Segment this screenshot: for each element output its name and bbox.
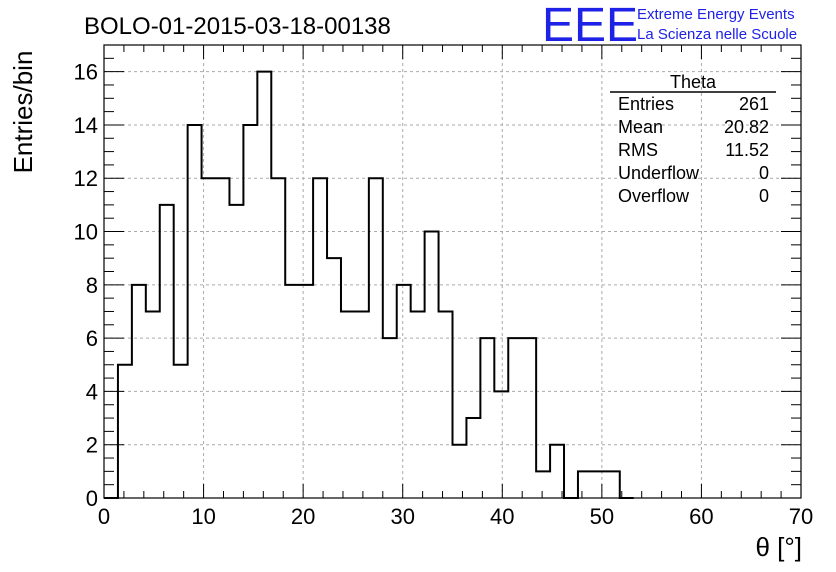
x-tick-labels: 0 10 20 30 40 50 60 70 [98, 504, 813, 529]
stats-label: Overflow [618, 186, 690, 206]
histogram-bin [425, 232, 439, 498]
histogram-bin [480, 338, 494, 498]
histogram-bin [132, 285, 146, 498]
y-tick-labels: 0 2 4 6 8 10 12 14 16 [74, 60, 98, 511]
x-tick-label: 20 [291, 504, 315, 529]
histogram-bin [271, 178, 285, 498]
y-tick-label: 4 [86, 379, 98, 404]
histogram-bin [355, 311, 369, 498]
x-tick-label: 40 [490, 504, 514, 529]
logo-line-2: La Scienza nelle Scuole [637, 26, 797, 43]
histogram-bin [216, 178, 230, 498]
stats-label: Mean [618, 117, 663, 137]
stats-value: 0 [759, 186, 769, 206]
axis-ticks [103, 44, 802, 499]
y-tick-label: 16 [74, 60, 98, 85]
histogram-bin [508, 338, 522, 498]
stats-box: Theta Entries 261 Mean 20.82 RMS 11.52 Underfl… [610, 72, 776, 206]
histogram-bin [257, 72, 271, 498]
histogram-bin [160, 205, 174, 498]
x-tick-label: 10 [191, 504, 215, 529]
histogram-bin [536, 471, 550, 498]
histogram-bin [578, 471, 592, 498]
histogram-bin [174, 365, 188, 498]
histogram-bin [383, 338, 397, 498]
histogram-bin [550, 445, 564, 498]
y-tick-label: 2 [86, 433, 98, 458]
histogram-bin [522, 338, 536, 498]
histogram-bin [313, 178, 327, 498]
histogram-bin [146, 311, 160, 498]
histogram-bin [592, 471, 606, 498]
eee-logo-mark: EEE [542, 0, 638, 52]
x-tick-label: 0 [98, 504, 110, 529]
chart-title: BOLO-01-2015-03-18-00138 [84, 13, 391, 40]
x-tick-label: 60 [689, 504, 713, 529]
x-axis-label: θ [°] [755, 532, 802, 562]
stats-title: Theta [670, 72, 717, 92]
stats-label: RMS [618, 140, 658, 160]
histogram-bin [411, 311, 425, 498]
logo-line-1: Extreme Energy Events [637, 6, 795, 23]
histogram-bin [369, 178, 383, 498]
y-tick-label: 14 [74, 113, 98, 138]
stats-value: 20.82 [724, 117, 769, 137]
stats-value: 11.52 [725, 140, 769, 160]
histogram-bin [494, 391, 508, 498]
y-tick-label: 0 [86, 486, 98, 511]
histogram-outline [104, 70, 634, 499]
y-tick-label: 6 [86, 326, 98, 351]
histogram-bin [243, 125, 257, 498]
stats-value: 0 [759, 163, 769, 183]
y-tick-label: 8 [86, 273, 98, 298]
histogram-bin [188, 125, 202, 498]
histogram-bin [202, 178, 216, 498]
histogram-bin [439, 311, 453, 498]
x-tick-label: 70 [789, 504, 813, 529]
histogram-bin [285, 285, 299, 498]
histogram-bin [299, 285, 313, 498]
histogram-bin [341, 311, 355, 498]
y-tick-label: 12 [74, 166, 98, 191]
histogram-bin [606, 471, 620, 498]
stats-value: 261 [739, 94, 769, 114]
histogram-bin [453, 445, 467, 498]
eee-logo: EEE Extreme Energy Events La Scienza nel… [542, 0, 797, 52]
stats-label: Underflow [618, 163, 700, 183]
histogram-bin [397, 285, 411, 498]
x-tick-label: 30 [390, 504, 414, 529]
y-axis-label: Entries/bin [8, 51, 38, 174]
y-tick-label: 10 [74, 220, 98, 245]
histogram-bin [118, 365, 132, 498]
histogram-bin [229, 205, 243, 498]
histogram-bin [466, 418, 480, 498]
histogram-bin [327, 258, 341, 498]
stats-rows: Entries 261 Mean 20.82 RMS 11.52 Underflow 0 Ove… [618, 94, 769, 206]
x-tick-label: 50 [590, 504, 614, 529]
stats-label: Entries [618, 94, 674, 114]
